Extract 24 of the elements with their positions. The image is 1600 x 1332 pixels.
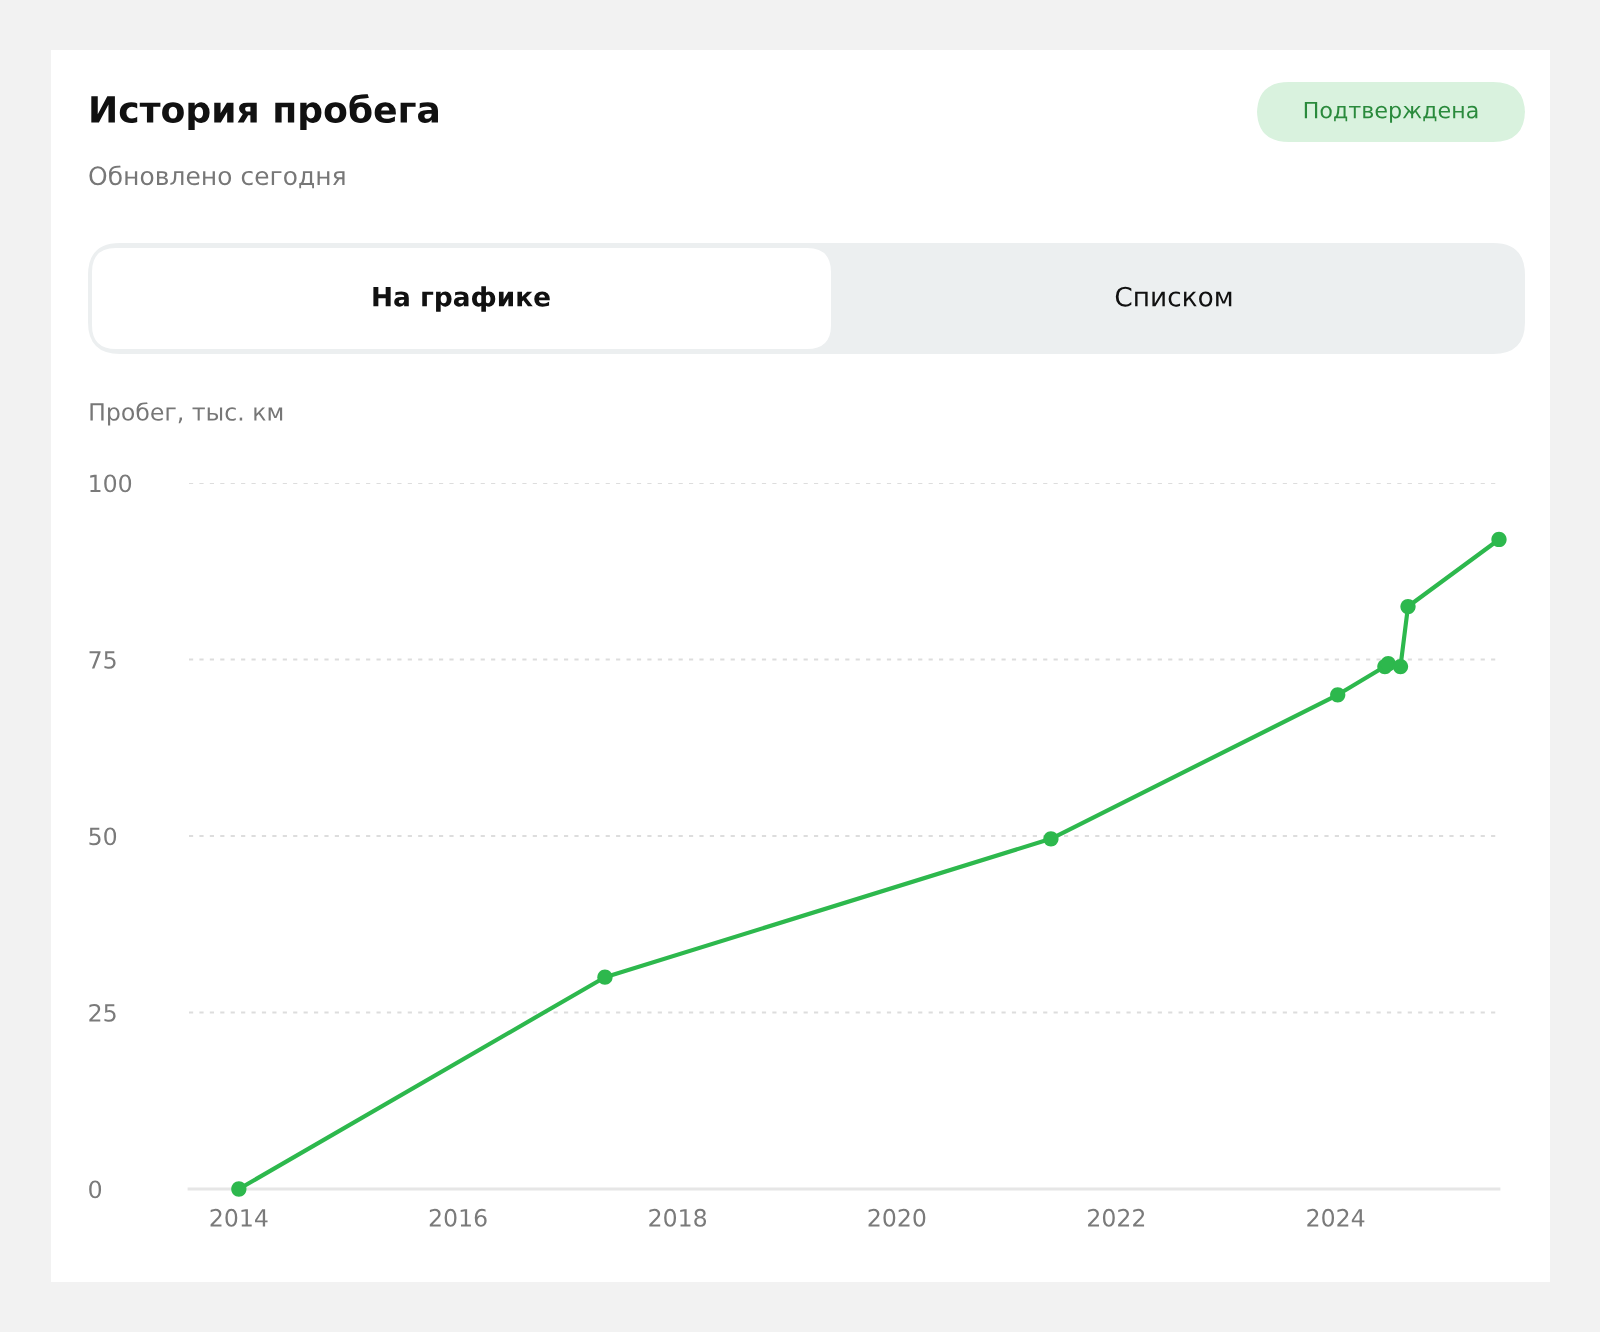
x-tick-label: 2018 bbox=[649, 1208, 707, 1227]
x-tick-label: 2020 bbox=[868, 1208, 926, 1227]
y-axis-title: Пробег, тыс. км bbox=[90, 402, 283, 426]
x-tick-label: 2024 bbox=[1307, 1208, 1365, 1227]
y-tick-label: 100 bbox=[90, 474, 132, 493]
y-tick-label: 25 bbox=[89, 1003, 116, 1022]
y-tick-label: 50 bbox=[89, 827, 117, 846]
text: Списком bbox=[1115, 286, 1232, 307]
point bbox=[1400, 598, 1416, 615]
point bbox=[231, 1181, 247, 1197]
y-tick-label: 75 bbox=[89, 651, 116, 669]
x-tick-label: 2014 bbox=[210, 1208, 268, 1227]
y-tick-label: 0 bbox=[89, 1180, 102, 1199]
point bbox=[597, 969, 613, 985]
point bbox=[1491, 531, 1507, 548]
x-tick-label: 2022 bbox=[1088, 1208, 1145, 1227]
text: На графике bbox=[373, 286, 550, 312]
point bbox=[1043, 831, 1059, 847]
text: Подтверждена bbox=[1304, 101, 1478, 123]
chart-title: История пробега bbox=[91, 93, 438, 131]
chart-subtitle: Обновлено сегодня bbox=[89, 165, 345, 189]
point bbox=[1330, 687, 1346, 703]
point bbox=[1392, 658, 1409, 675]
x-tick-label: 2016 bbox=[429, 1208, 487, 1227]
